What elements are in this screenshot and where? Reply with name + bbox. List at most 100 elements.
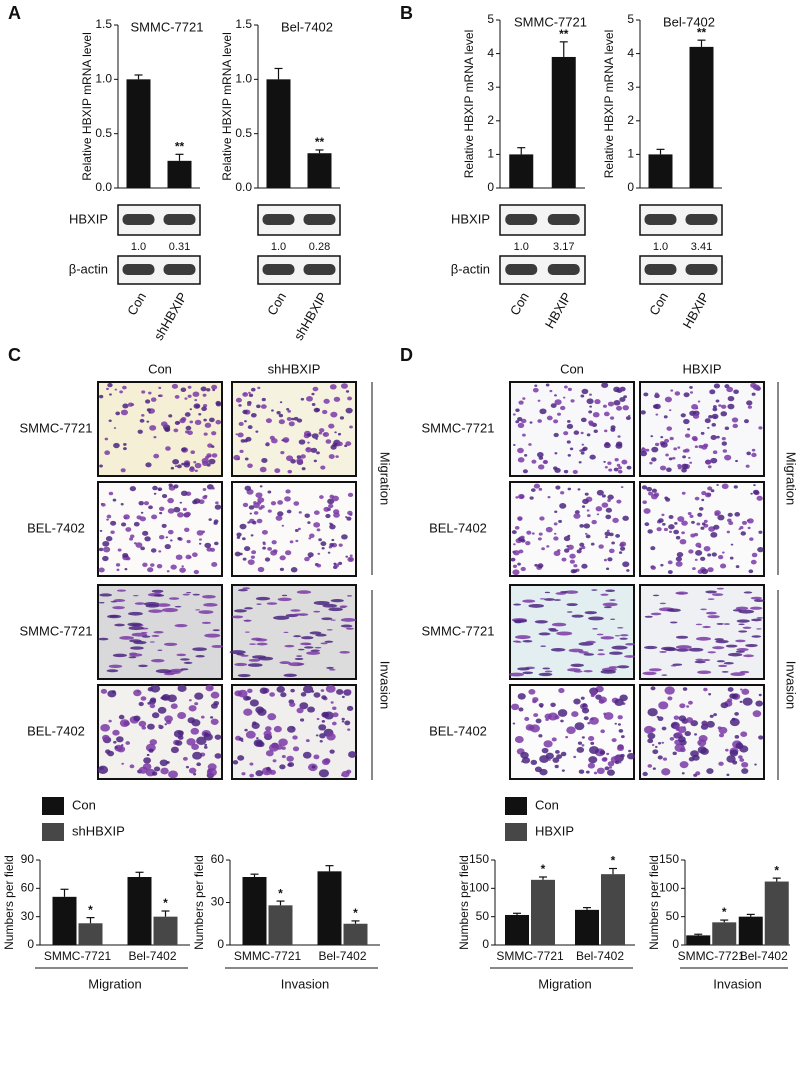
cell <box>336 688 344 695</box>
cell <box>522 433 526 437</box>
cell <box>518 707 524 712</box>
y-tick-label: 0.0 <box>235 180 252 194</box>
cell <box>153 453 160 459</box>
cell <box>741 520 748 525</box>
cell <box>603 558 608 562</box>
cell <box>733 389 739 395</box>
cell <box>538 632 551 636</box>
cell <box>298 511 302 514</box>
cell <box>214 734 222 740</box>
y-tick-label: 1.5 <box>95 17 112 31</box>
cell <box>596 489 604 496</box>
cell <box>692 413 700 419</box>
cell <box>577 741 583 745</box>
cell <box>714 512 720 517</box>
bar <box>551 56 576 189</box>
cell <box>315 734 319 737</box>
cell <box>747 526 751 530</box>
cell <box>296 590 312 594</box>
cell <box>753 484 756 487</box>
cell <box>696 522 701 526</box>
cell <box>201 406 207 412</box>
cell <box>688 756 695 762</box>
cell <box>328 503 334 509</box>
cell <box>146 408 151 412</box>
cell <box>296 418 303 423</box>
cell <box>617 715 623 720</box>
cell <box>203 603 218 607</box>
cell <box>705 590 717 594</box>
cell <box>287 762 295 767</box>
cell <box>259 466 267 473</box>
cell <box>279 567 284 572</box>
cell <box>196 736 207 745</box>
cell <box>109 393 112 396</box>
cell <box>596 513 600 516</box>
cell <box>615 443 623 449</box>
cell <box>278 413 284 418</box>
cell <box>339 605 348 608</box>
cell <box>748 569 754 574</box>
y-tick-label: 0 <box>672 937 679 951</box>
cell <box>137 429 143 434</box>
cell <box>97 765 109 774</box>
x-tick-label: Con <box>124 290 149 318</box>
group-label: Invasion <box>378 661 393 709</box>
bar <box>307 153 332 188</box>
cell <box>742 626 752 629</box>
cell <box>658 701 669 710</box>
cell <box>304 513 311 518</box>
cell <box>193 498 201 504</box>
cell <box>609 651 623 655</box>
cell <box>705 611 717 615</box>
cell <box>667 570 673 575</box>
cell <box>605 567 610 571</box>
cell <box>690 750 699 758</box>
cell <box>584 532 588 535</box>
cell <box>555 485 561 490</box>
y-tick-label: 2 <box>487 113 494 127</box>
cell <box>330 619 336 621</box>
cell <box>674 521 678 525</box>
cell <box>712 407 718 412</box>
cell <box>205 684 214 692</box>
cell <box>650 686 656 691</box>
cell <box>707 615 720 619</box>
cell <box>592 628 598 630</box>
group-label: Migration <box>784 452 799 505</box>
cell <box>688 647 704 652</box>
x-axis-label: Migration <box>88 976 141 991</box>
cell <box>267 547 272 551</box>
cell <box>150 397 157 402</box>
x-axis-label: Migration <box>538 976 591 991</box>
y-axis-label: Numbers per field <box>647 855 661 950</box>
legend-label: shHBXIP <box>72 823 125 838</box>
cell <box>265 750 274 757</box>
cell <box>181 447 187 452</box>
cell <box>513 603 522 606</box>
cell <box>584 611 597 615</box>
cell <box>708 693 712 696</box>
cell <box>290 567 298 573</box>
cell <box>751 392 756 396</box>
cell <box>517 447 524 454</box>
cell <box>265 726 272 732</box>
cell <box>329 524 336 530</box>
cell <box>701 491 707 496</box>
cell <box>589 717 599 725</box>
cell <box>104 437 109 441</box>
cell <box>174 623 188 628</box>
cell <box>319 739 323 743</box>
blot-band <box>262 264 295 275</box>
cell <box>549 629 559 632</box>
cell <box>325 439 332 444</box>
cell <box>563 385 568 389</box>
cell <box>256 518 263 524</box>
row-label: SMMC-7721 <box>422 623 495 638</box>
cell <box>210 691 220 699</box>
cell <box>604 429 608 433</box>
cell <box>697 670 712 674</box>
cell <box>745 643 758 648</box>
cell <box>300 642 312 646</box>
cell <box>150 658 165 663</box>
